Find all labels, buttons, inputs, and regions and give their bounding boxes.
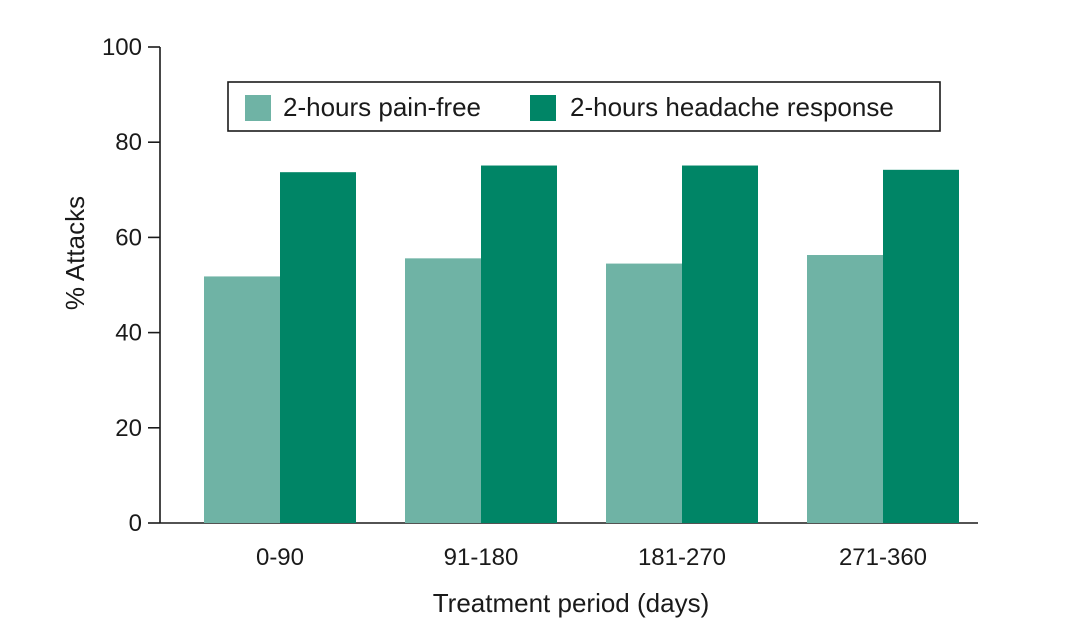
y-axis-title: % Attacks xyxy=(60,196,90,310)
legend-box xyxy=(227,81,941,132)
x-tick-label: 181-270 xyxy=(638,544,726,571)
legend: 2-hours pain-free 2-hours headache respo… xyxy=(227,81,941,132)
y-tick-label: 0 xyxy=(129,510,142,537)
y-axis-ticks: 0 20 40 60 80 100 xyxy=(102,34,160,537)
bar-pain-free-0-90 xyxy=(204,276,280,523)
bar-pain-free-181-270 xyxy=(606,263,682,523)
x-tick-label: 91-180 xyxy=(444,544,519,571)
x-tick-label: 0-90 xyxy=(256,544,304,571)
legend-swatch-pain-free xyxy=(245,95,271,121)
bar-headache-response-271-360 xyxy=(883,169,959,524)
x-axis-ticks: 0-90 91-180 181-270 271-360 xyxy=(256,544,927,571)
x-tick-label: 271-360 xyxy=(839,544,927,571)
y-tick-label: 20 xyxy=(115,415,142,442)
y-tick-label: 40 xyxy=(115,320,142,347)
bar-pain-free-271-360 xyxy=(807,255,883,523)
x-axis-title: Treatment period (days) xyxy=(433,588,709,618)
legend-swatch-headache-response xyxy=(530,95,556,121)
bar-headache-response-0-90 xyxy=(280,172,356,524)
legend-label-pain-free: 2-hours pain-free xyxy=(283,92,481,122)
legend-label-headache-response: 2-hours headache response xyxy=(570,92,894,122)
y-tick-label: 100 xyxy=(102,34,142,61)
y-tick-label: 60 xyxy=(115,224,142,251)
bar-group xyxy=(204,165,959,524)
bar-headache-response-181-270 xyxy=(682,165,758,524)
y-tick-label: 80 xyxy=(115,129,142,156)
bar-headache-response-91-180 xyxy=(481,165,557,524)
bar-pain-free-91-180 xyxy=(405,258,481,523)
